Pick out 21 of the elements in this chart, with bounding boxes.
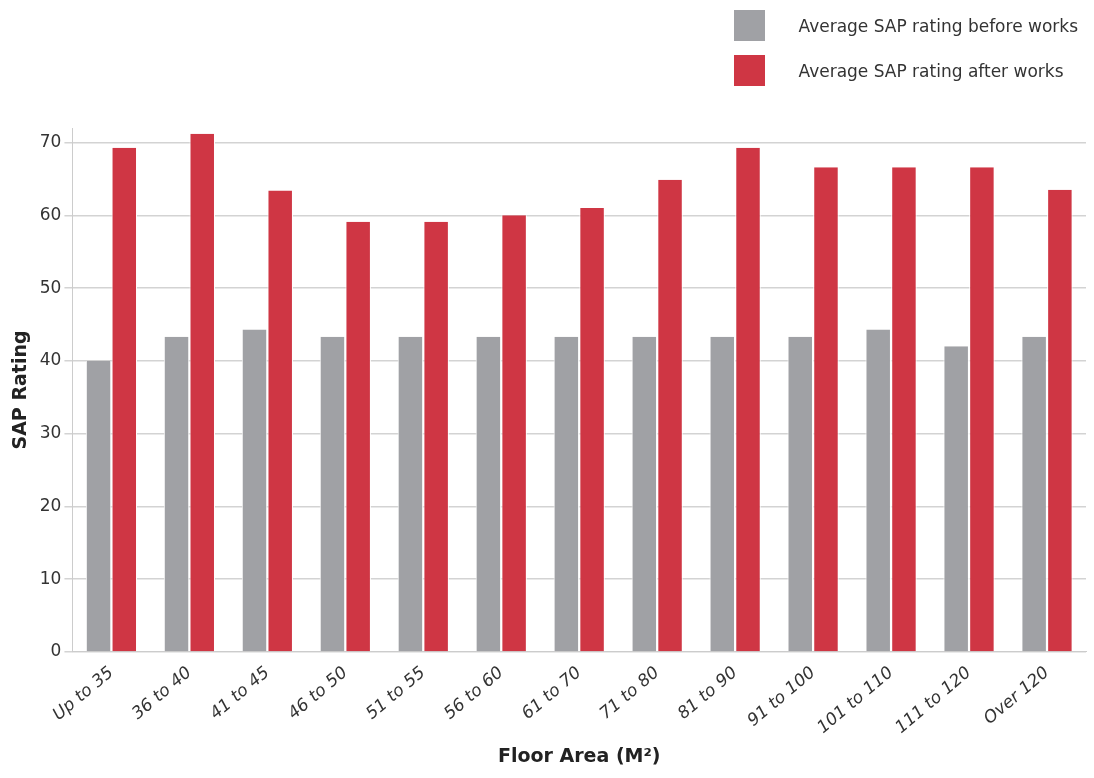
x-tick-label: 46 to 50 [283, 661, 351, 723]
x-tick-label: 81 to 90 [673, 661, 741, 723]
x-tick-label: 71 to 80 [595, 661, 663, 723]
y-tick-label: 0 [50, 640, 62, 661]
y-tick-label: 70 [39, 130, 62, 151]
legend-label: Average SAP rating after works [798, 60, 1064, 81]
x-tick-label: Up to 35 [48, 661, 117, 724]
y-tick-label: 20 [39, 494, 62, 515]
x-tick-label: 61 to 70 [517, 661, 585, 723]
y-tick-label: 60 [39, 203, 62, 224]
y-tick-label: 50 [39, 276, 62, 297]
x-tick-label: 51 to 55 [361, 661, 429, 723]
y-tick-label: 40 [39, 349, 62, 370]
x-tick-label: 36 to 40 [127, 661, 195, 723]
x-tick-label: 56 to 60 [439, 661, 507, 723]
x-tick-label: 41 to 45 [205, 661, 273, 723]
y-tick-label: 10 [39, 567, 62, 588]
y-axis-title: SAP Rating [8, 330, 31, 450]
y-tick-label: 30 [39, 422, 62, 443]
legend-label: Average SAP rating before works [798, 15, 1078, 36]
x-axis-title: Floor Area (M²) [497, 743, 661, 766]
